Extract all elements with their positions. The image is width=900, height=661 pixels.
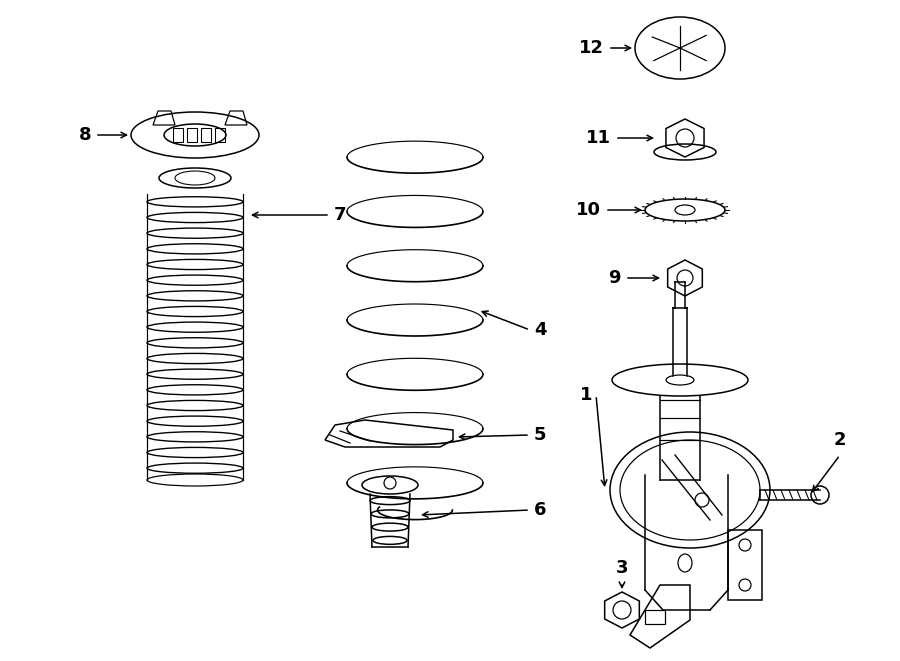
Text: 11: 11 [586,129,611,147]
Text: 12: 12 [579,39,604,57]
Bar [173,128,183,142]
Text: 6: 6 [534,501,546,519]
Text: 4: 4 [534,321,546,339]
Text: 9: 9 [608,269,621,287]
Bar [645,610,665,624]
Text: 5: 5 [534,426,546,444]
Text: 2: 2 [833,431,846,449]
Text: 8: 8 [78,126,91,144]
Bar [201,128,211,142]
Text: 1: 1 [580,386,592,404]
Text: 7: 7 [334,206,346,224]
Text: 3: 3 [616,559,628,577]
Bar [187,128,197,142]
Bar [215,128,225,142]
Text: 10: 10 [576,201,601,219]
